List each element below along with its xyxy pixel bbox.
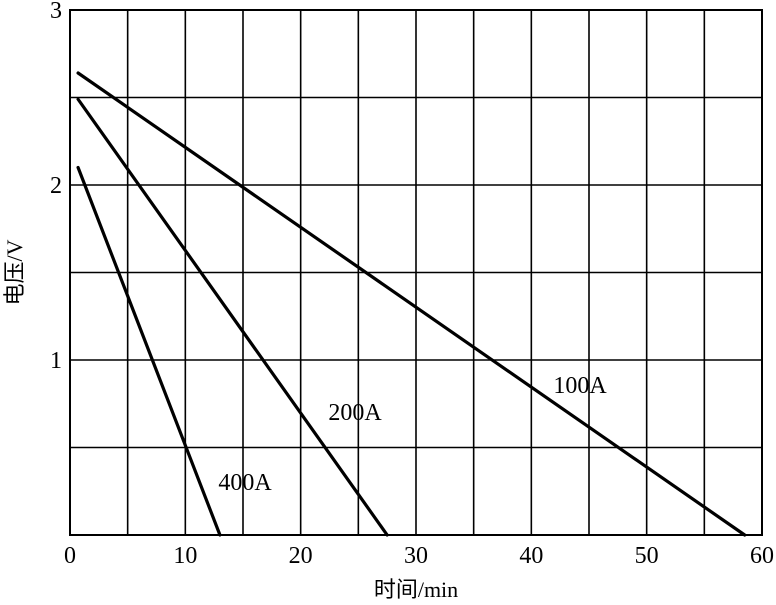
x-tick-label: 60	[750, 543, 774, 569]
y-axis-label: 电压/V	[2, 239, 27, 305]
x-tick-label: 30	[404, 543, 428, 569]
x-tick-label: 40	[519, 543, 543, 569]
plot-frame	[69, 9, 763, 536]
series-labels: 100A 200A 400A	[218, 373, 607, 496]
series-label-200A: 200A	[328, 400, 382, 426]
y-tick-label: 3	[50, 0, 62, 24]
x-tick-label: 50	[635, 543, 659, 569]
series-line-100A	[76, 71, 747, 537]
series-line-200A	[76, 97, 389, 537]
y-tick-label: 1	[50, 348, 62, 374]
series-label-400A: 400A	[218, 470, 272, 496]
x-axis-label: 时间/min	[374, 577, 458, 602]
series-label-100A: 100A	[553, 373, 607, 399]
series-lines	[76, 71, 747, 537]
x-tick-label: 10	[173, 543, 197, 569]
y-axis-ticks: 1 2 3	[50, 0, 62, 374]
grid-lines	[70, 10, 762, 535]
series-line-400A	[76, 165, 222, 537]
y-tick-label: 2	[50, 173, 62, 199]
x-tick-label: 20	[289, 543, 313, 569]
x-tick-label: 0	[64, 543, 76, 569]
x-axis-ticks: 0 10 20 30 40 50 60	[64, 543, 774, 569]
